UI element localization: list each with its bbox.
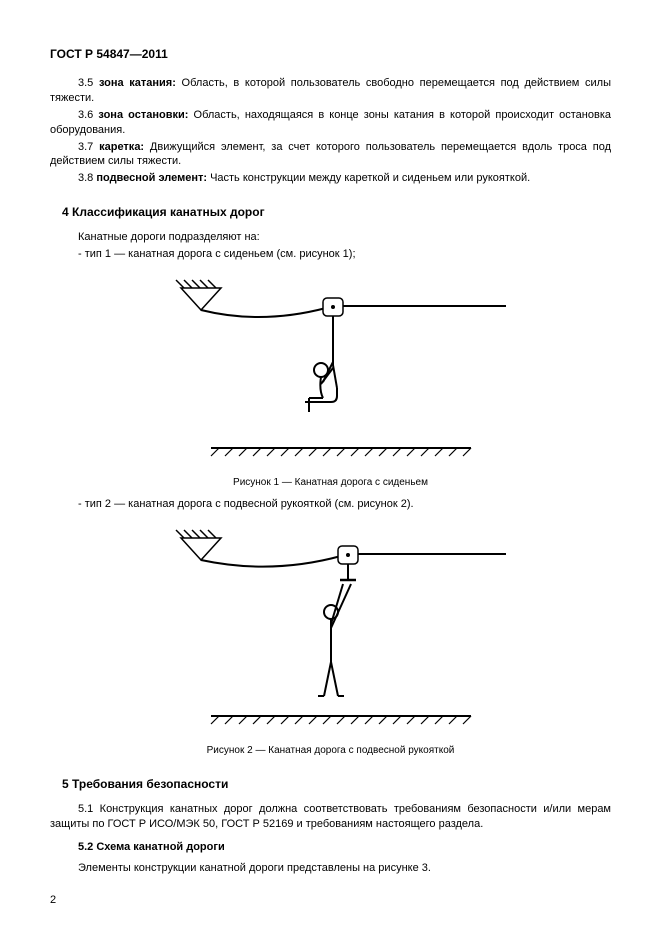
sec5-sub52: 5.2 Схема канатной дороги xyxy=(78,840,611,855)
def-term: каретка: xyxy=(99,141,144,153)
def-num: 3.5 xyxy=(78,77,93,89)
def-3-7: 3.7 каретка: Движущийся элемент, за счет… xyxy=(50,140,611,170)
page-number: 2 xyxy=(50,893,56,908)
def-num: 3.8 xyxy=(78,172,93,184)
def-num: 3.7 xyxy=(78,141,93,153)
section-4-title: 4 Классификация канатных дорог xyxy=(62,204,611,220)
def-3-6: 3.6 зона остановки: Область, находящаяся… xyxy=(50,108,611,138)
def-text: Часть конструкции между кареткой и сиден… xyxy=(207,172,530,184)
sec4-type2: - тип 2 — канатная дорога с подвесной ру… xyxy=(50,497,611,512)
figure-2 xyxy=(50,520,611,738)
sec4-type1: - тип 1 — канатная дорога с сиденьем (см… xyxy=(50,247,611,262)
figure-1-caption: Рисунок 1 — Канатная дорога с сиденьем xyxy=(50,476,611,490)
page: ГОСТ Р 54847—2011 3.5 зона катания: Обла… xyxy=(0,0,661,936)
def-term: подвесной элемент: xyxy=(96,172,207,184)
sec5-p52: Элементы конструкции канатной дороги пре… xyxy=(50,861,611,876)
def-3-5: 3.5 зона катания: Область, в которой пол… xyxy=(50,76,611,106)
figure-1-svg xyxy=(151,270,511,470)
figure-2-svg xyxy=(151,520,511,738)
sec4-intro: Канатные дороги подразделяют на: xyxy=(50,230,611,245)
section-5-title: 5 Требования безопасности xyxy=(62,776,611,792)
sec5-p51: 5.1 Конструкция канатных дорог должна со… xyxy=(50,802,611,832)
def-term: зона катания: xyxy=(99,77,176,89)
figure-1 xyxy=(50,270,611,470)
def-3-8: 3.8 подвесной элемент: Часть конструкции… xyxy=(50,171,611,186)
document-header: ГОСТ Р 54847—2011 xyxy=(50,46,611,62)
figure-2-caption: Рисунок 2 — Канатная дорога с подвесной … xyxy=(50,744,611,758)
def-term: зона остановки: xyxy=(98,109,188,121)
def-num: 3.6 xyxy=(78,109,93,121)
